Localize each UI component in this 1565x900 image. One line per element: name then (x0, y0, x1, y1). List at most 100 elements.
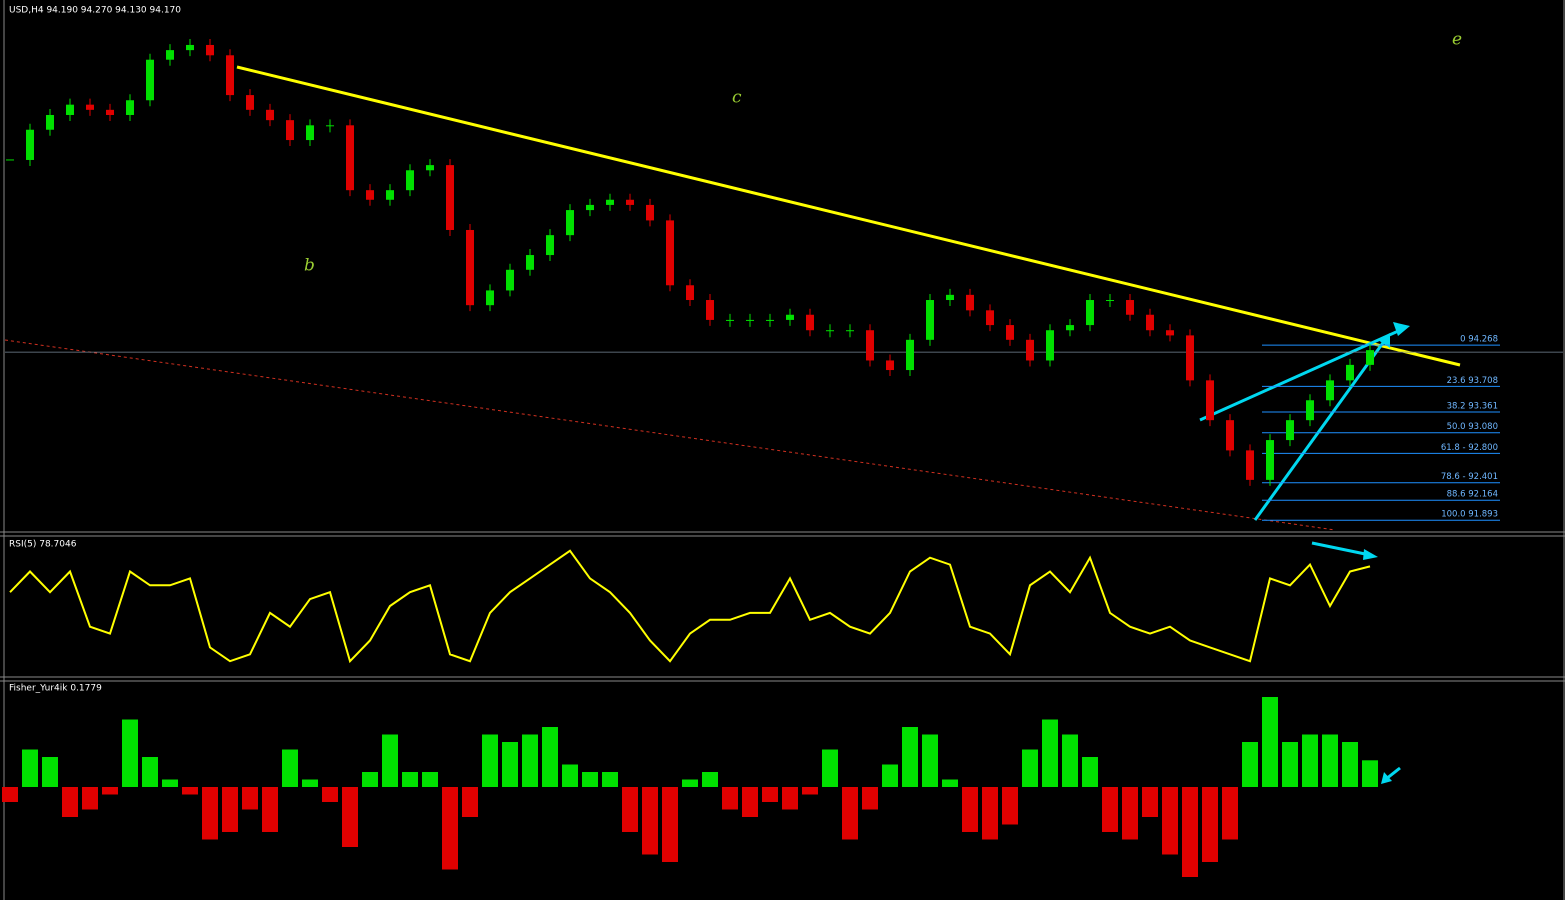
histogram-bar (562, 764, 578, 787)
trend-line (236, 65, 1461, 367)
histogram-bar (1282, 742, 1298, 787)
candle (366, 190, 374, 200)
candle (526, 255, 534, 270)
histogram-bar (242, 787, 258, 810)
candle (1066, 325, 1074, 331)
candle (786, 314, 794, 320)
histogram-bar (282, 749, 298, 787)
candle (746, 319, 754, 321)
candle (906, 339, 914, 371)
histogram-bar (1302, 734, 1318, 787)
histogram-bar (622, 787, 638, 832)
histogram-bar (162, 779, 178, 787)
histogram-bar (1062, 734, 1078, 787)
candle (1266, 440, 1274, 480)
chart-title: USD,H4 94.190 94.270 94.130 94.170 (9, 6, 181, 16)
histogram-bar (602, 772, 618, 787)
histogram-bar (362, 772, 378, 787)
candle (1246, 450, 1254, 480)
histogram-bar (222, 787, 238, 832)
candle (946, 294, 954, 301)
candle (986, 310, 994, 326)
candle (186, 44, 194, 51)
histogram-bar (822, 749, 838, 787)
candle (1166, 330, 1174, 336)
histogram-bar (1082, 757, 1098, 787)
histogram-bar (2, 787, 18, 802)
rsi-title: RSI(5) 78.7046 (9, 540, 77, 550)
candle (1086, 300, 1094, 326)
candle (26, 129, 34, 160)
histogram-bar (842, 787, 858, 840)
histogram-bar (482, 734, 498, 787)
histogram-bar (1362, 760, 1378, 787)
fib-label: 88.6 92.164 (1447, 490, 1498, 500)
candle (426, 165, 434, 171)
candle (206, 44, 214, 56)
histogram-bar (1182, 787, 1198, 877)
histogram-bar (1162, 787, 1178, 855)
histogram-bar (1002, 787, 1018, 825)
candle (86, 104, 94, 110)
histogram-bar (1042, 719, 1058, 787)
histogram-bar (982, 787, 998, 840)
arrow-line (1253, 339, 1387, 521)
arrow-head (1363, 549, 1378, 560)
candle (1126, 300, 1134, 315)
candle (1286, 420, 1294, 441)
candle (1306, 400, 1314, 421)
candle (646, 204, 654, 221)
histogram-bar (882, 764, 898, 787)
candle (826, 330, 834, 332)
candle (326, 125, 334, 127)
candle (1326, 380, 1334, 401)
candle (146, 59, 154, 101)
wave-label: e (1452, 30, 1462, 50)
fib-label: 23.6 93.708 (1447, 376, 1498, 386)
histogram-bar (922, 734, 938, 787)
candle (266, 109, 274, 121)
candle (1146, 314, 1154, 331)
candle (1106, 300, 1114, 302)
rsi-line (9, 549, 1371, 664)
fib-label: 100.0 91.893 (1441, 510, 1498, 520)
histogram-bar (202, 787, 218, 840)
histogram-bar (1022, 749, 1038, 787)
histogram-bar (702, 772, 718, 787)
histogram-bar (762, 787, 778, 802)
candle (1026, 339, 1034, 361)
candle (446, 165, 454, 230)
histogram-bar (522, 734, 538, 787)
histogram-bar (642, 787, 658, 855)
histogram-bar (342, 787, 358, 847)
channel-line (4, 339, 1336, 531)
candle (566, 210, 574, 236)
candle (726, 319, 734, 321)
histogram-bar (902, 727, 918, 787)
candle (306, 125, 314, 141)
histogram-bar (302, 779, 318, 787)
candle (386, 190, 394, 200)
candle (866, 330, 874, 361)
histogram-bar (1262, 697, 1278, 787)
histogram-bar (1342, 742, 1358, 787)
histogram-bar (402, 772, 418, 787)
candle (546, 235, 554, 256)
candle (286, 120, 294, 141)
fib-label: 78.6 - 92.401 (1441, 472, 1498, 482)
histogram-bar (422, 772, 438, 787)
candle (226, 55, 234, 96)
arrow-head (1393, 322, 1410, 336)
candle (406, 170, 414, 191)
candle (1046, 330, 1054, 361)
histogram-bar (42, 757, 58, 787)
fib-label: 0 94.268 (1460, 335, 1498, 345)
candle (126, 100, 134, 115)
histogram-bar (462, 787, 478, 817)
candle (46, 114, 54, 130)
histogram-bar (502, 742, 518, 787)
histogram-bar (722, 787, 738, 810)
candle (626, 199, 634, 205)
histogram-bar (142, 757, 158, 787)
